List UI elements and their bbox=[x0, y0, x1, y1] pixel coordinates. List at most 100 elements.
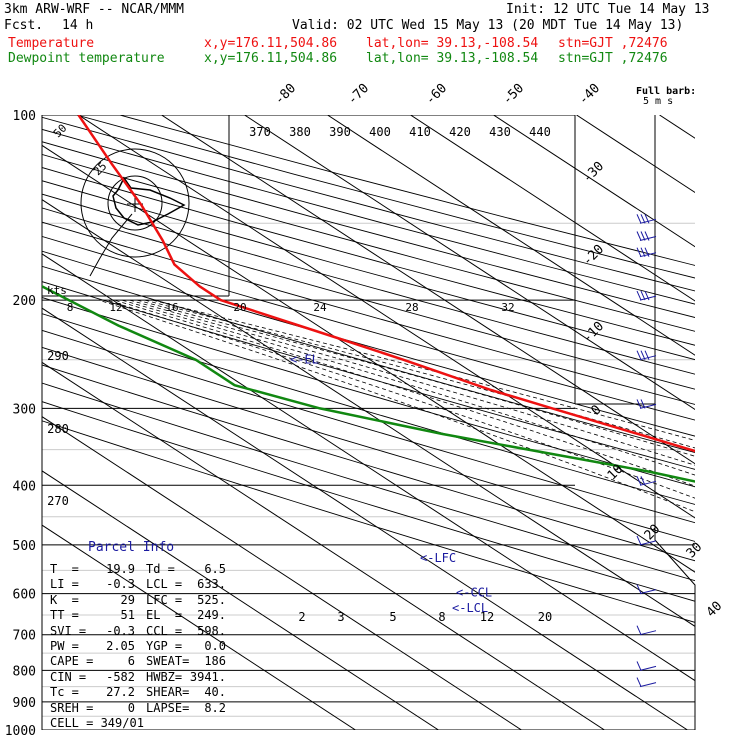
dry-adiabat bbox=[42, 346, 695, 542]
pressure-label-300: 300 bbox=[13, 402, 36, 417]
isotherm bbox=[410, 115, 695, 302]
isotherm-label-20: 20 bbox=[642, 522, 664, 544]
speed-label-20: 20 bbox=[233, 301, 246, 314]
dewpoint-profile bbox=[42, 284, 695, 483]
dry-adiabat bbox=[42, 364, 695, 562]
forecast-hour: 14 h bbox=[62, 18, 94, 33]
parcel-value: 6 bbox=[127, 654, 135, 669]
dewpoint-latlon: lat,lon= 39.13,-108.54 bbox=[366, 51, 539, 66]
isotherm bbox=[42, 416, 522, 730]
speed-label-16: 16 bbox=[165, 301, 178, 314]
full-barb-label: Full barb: bbox=[636, 86, 696, 97]
theta-label-280: 280 bbox=[47, 422, 69, 436]
wind-barb bbox=[636, 661, 657, 671]
dewpoint-xy: x,y=176.11,504.86 bbox=[204, 51, 338, 66]
dry-adiabat bbox=[42, 329, 695, 524]
hodograph-ring bbox=[80, 148, 190, 258]
init-time: Init: 12 UTC Tue 14 May 13 bbox=[506, 2, 710, 17]
right-axis bbox=[574, 115, 696, 730]
speed-label-24: 24 bbox=[313, 301, 327, 314]
parcel-value: 8.2 bbox=[204, 700, 226, 715]
parcel-key: TT = bbox=[50, 608, 79, 623]
pressure-label-200: 200 bbox=[13, 294, 36, 309]
isotherm-label-40: 40 bbox=[704, 599, 726, 621]
theta-label-390: 390 bbox=[329, 125, 351, 139]
parcel-key: CCL = bbox=[146, 623, 183, 638]
parcel-key: T = bbox=[50, 562, 79, 576]
moist-adiabat bbox=[144, 299, 695, 449]
parcel-key: CAPE = bbox=[50, 654, 94, 669]
mixing-ratio-label-8: 8 bbox=[438, 610, 445, 624]
wind-barb bbox=[636, 350, 657, 361]
parcel-value: 19.9 bbox=[106, 562, 135, 576]
parcel-value: 3941. bbox=[189, 669, 226, 684]
parcel-key: LCL = bbox=[146, 577, 183, 592]
wind-barb bbox=[636, 535, 657, 546]
parcel-key: SHEAR= bbox=[146, 685, 190, 700]
pressure-label-500: 500 bbox=[13, 539, 36, 554]
theta-label-380: 380 bbox=[289, 125, 311, 139]
dry-adiabat bbox=[42, 207, 695, 390]
parcel-key: SREH = bbox=[50, 700, 94, 715]
parcel-key: YGP = bbox=[146, 639, 183, 653]
wind-barb bbox=[636, 231, 657, 241]
parcel-key: SWEAT= bbox=[146, 654, 190, 669]
pressure-label-800: 800 bbox=[13, 664, 36, 679]
parcel-value: 0.0 bbox=[204, 639, 226, 653]
hodograph-trace bbox=[112, 176, 186, 226]
dry-adiabat bbox=[42, 420, 695, 623]
parcel-key: LI = bbox=[50, 577, 79, 592]
pressure-label-900: 900 bbox=[13, 696, 36, 711]
parcel-value: 40. bbox=[204, 685, 226, 700]
isotherm bbox=[244, 115, 695, 411]
parcel-value: 633. bbox=[197, 577, 226, 592]
isotherm-label--30: -30 bbox=[580, 159, 607, 186]
valid-time: Valid: 02 UTC Wed 15 May 13 (20 MDT Tue … bbox=[292, 18, 684, 33]
forecast-label: Fcst. bbox=[4, 18, 44, 33]
parcel-key: LAPSE= bbox=[146, 700, 190, 715]
theta-label-420: 420 bbox=[449, 125, 471, 139]
parcel-info-title: Parcel Info bbox=[88, 540, 175, 555]
pressure-label-100: 100 bbox=[13, 109, 36, 124]
moist-adiabat bbox=[121, 299, 695, 476]
dewpoint-legend: Dewpoint temperature bbox=[8, 51, 165, 66]
parcel-value: -582 bbox=[106, 669, 135, 684]
theta-label-370: 370 bbox=[249, 125, 271, 139]
parcel-key: PW = bbox=[50, 639, 79, 653]
mixing-ratio-label-20: 20 bbox=[538, 610, 552, 624]
level-label-el: <-EL bbox=[290, 353, 319, 367]
parcel-key: Td = bbox=[146, 562, 175, 576]
moist-adiabat bbox=[152, 299, 695, 441]
parcel-value: 29 bbox=[120, 592, 135, 607]
theta-label-430: 430 bbox=[489, 125, 511, 139]
isotherm bbox=[659, 115, 695, 139]
dewpoint-station: stn=GJT ,72476 bbox=[558, 51, 668, 66]
dry-adiabat bbox=[42, 193, 695, 375]
pressure-label-1000: 1000 bbox=[5, 724, 36, 739]
wind-barb bbox=[636, 214, 657, 224]
dry-adiabat bbox=[42, 401, 695, 602]
parcel-key: CIN = bbox=[50, 669, 87, 684]
parcel-value: 598. bbox=[197, 623, 226, 638]
hodograph-unit-label: kts bbox=[47, 284, 67, 297]
moist-adiabat bbox=[129, 299, 695, 466]
pressure-label-700: 700 bbox=[13, 629, 36, 644]
isotherm bbox=[327, 115, 695, 356]
isotherm bbox=[42, 307, 688, 730]
parcel-key: HWBZ= bbox=[146, 669, 183, 684]
isotherm bbox=[42, 524, 356, 730]
temperature-legend: Temperature bbox=[8, 36, 95, 51]
pressure-label-400: 400 bbox=[13, 479, 36, 494]
moist-adiabat bbox=[98, 299, 695, 513]
isotherm-label--50: -50 bbox=[500, 81, 527, 108]
parcel-value: 525. bbox=[197, 592, 226, 607]
parcel-value: 0 bbox=[127, 700, 135, 715]
dry-adiabat bbox=[42, 313, 695, 505]
parcel-value: -0.3 bbox=[106, 623, 135, 638]
wind-barb bbox=[636, 625, 657, 636]
dry-adiabat bbox=[42, 265, 695, 454]
temperature-station: stn=GJT ,72476 bbox=[558, 36, 668, 51]
parcel-value: 249. bbox=[197, 608, 226, 623]
temperature-latlon: lat,lon= 39.13,-108.54 bbox=[366, 36, 539, 51]
